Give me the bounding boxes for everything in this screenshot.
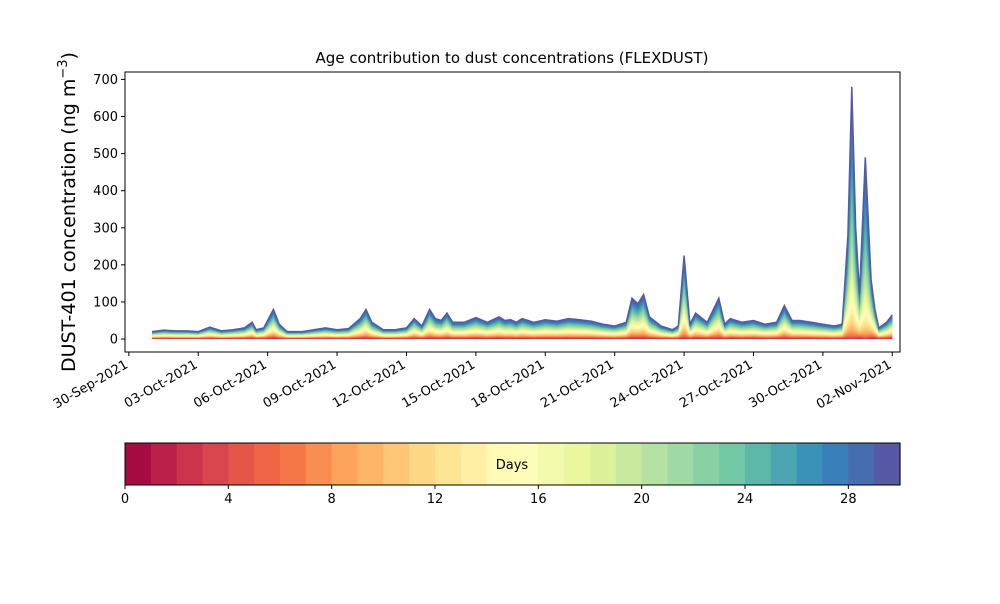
colorbar-bin-12 (435, 443, 461, 485)
chart-title: Age contribution to dust concentrations … (316, 49, 709, 67)
colorbar: 0 4 8 12 16 20 24 28 (121, 443, 901, 507)
colorbar-tick-label-12: 12 (427, 492, 444, 507)
colorbar-bin-26 (797, 443, 823, 485)
y-tick-label-500: 500 (93, 147, 118, 162)
x-axis: 30-Sep-202103-Oct-202106-Oct-202109-Oct-… (51, 352, 894, 412)
colorbar-bin-24 (745, 443, 771, 485)
stacked-area-layers (152, 87, 892, 339)
colorbar-bin-29 (874, 443, 900, 485)
y-tick-label-200: 200 (93, 258, 118, 273)
total-concentration-line (152, 87, 892, 332)
x-tick-label-2021-10-18: 18-Oct-2021 (469, 357, 547, 411)
x-tick-label-2021-10-24: 24-Oct-2021 (608, 357, 686, 411)
colorbar-bin-27 (823, 443, 849, 485)
colorbar-tick-label-0: 0 (121, 492, 129, 507)
colorbar-label: Days (496, 458, 529, 473)
y-axis: 0 100 200 300 400 500 600 700 (93, 73, 125, 348)
colorbar-bin-1 (151, 443, 177, 485)
age-layer-29-30-days (152, 87, 892, 339)
colorbar-bin-4 (228, 443, 254, 485)
x-tick-label-2021-10-30: 30-Oct-2021 (746, 357, 824, 411)
x-tick-label-2021-10-21: 21-Oct-2021 (538, 357, 616, 411)
colorbar-bin-20 (642, 443, 668, 485)
colorbar-tick-label-4: 4 (224, 492, 232, 507)
x-tick-label-2021-10-06: 06-Oct-2021 (191, 357, 269, 411)
y-tick-label-300: 300 (93, 221, 118, 236)
colorbar-bin-23 (719, 443, 745, 485)
age-layer-28-29-days (152, 109, 892, 339)
colorbar-bin-0 (125, 443, 151, 485)
colorbar-bin-19 (616, 443, 642, 485)
x-tick-label-2021-10-12: 12-Oct-2021 (330, 357, 408, 411)
x-tick-label-2021-10-03: 03-Oct-2021 (122, 357, 200, 411)
x-tick-label-2021-10-15: 15-Oct-2021 (399, 357, 477, 411)
x-tick-label-2021-10-27: 27-Oct-2021 (677, 357, 755, 411)
colorbar-bin-28 (848, 443, 874, 485)
colorbar-bin-9 (358, 443, 384, 485)
colorbar-tick-label-16: 16 (530, 492, 547, 507)
colorbar-bin-13 (461, 443, 487, 485)
colorbar-bin-5 (254, 443, 280, 485)
y-tick-label-700: 700 (93, 73, 118, 88)
x-tick-label-2021-10-09: 09-Oct-2021 (261, 357, 339, 411)
y-axis-label-close: ) (58, 52, 80, 59)
colorbar-bin-7 (306, 443, 332, 485)
colorbar-bin-8 (332, 443, 358, 485)
y-tick-label-400: 400 (93, 184, 118, 199)
colorbar-bin-6 (280, 443, 306, 485)
y-tick-label-600: 600 (93, 110, 118, 125)
x-tick-label-2021-11-02: 02-Nov-2021 (814, 357, 894, 412)
colorbar-bin-18 (590, 443, 616, 485)
colorbar-tick-label-28: 28 (840, 492, 857, 507)
colorbar-bin-3 (203, 443, 229, 485)
age-layer-27-28-days (152, 130, 892, 339)
colorbar-tick-label-24: 24 (737, 492, 754, 507)
y-axis-label: DUST-401 concentration (ng m−3) (56, 52, 80, 372)
y-tick-label-0: 0 (110, 333, 118, 348)
colorbar-bin-21 (668, 443, 694, 485)
colorbar-bin-16 (538, 443, 564, 485)
colorbar-tick-label-8: 8 (328, 492, 336, 507)
y-axis-label-superscript: −3 (56, 59, 71, 78)
y-axis-label-main: DUST-401 concentration (ng m (58, 79, 80, 372)
colorbar-bin-2 (177, 443, 203, 485)
colorbar-bin-22 (693, 443, 719, 485)
colorbar-bin-25 (771, 443, 797, 485)
colorbar-tick-label-20: 20 (633, 492, 650, 507)
colorbar-bin-11 (409, 443, 435, 485)
colorbar-bin-10 (383, 443, 409, 485)
colorbar-bin-17 (564, 443, 590, 485)
y-tick-label-100: 100 (93, 295, 118, 310)
